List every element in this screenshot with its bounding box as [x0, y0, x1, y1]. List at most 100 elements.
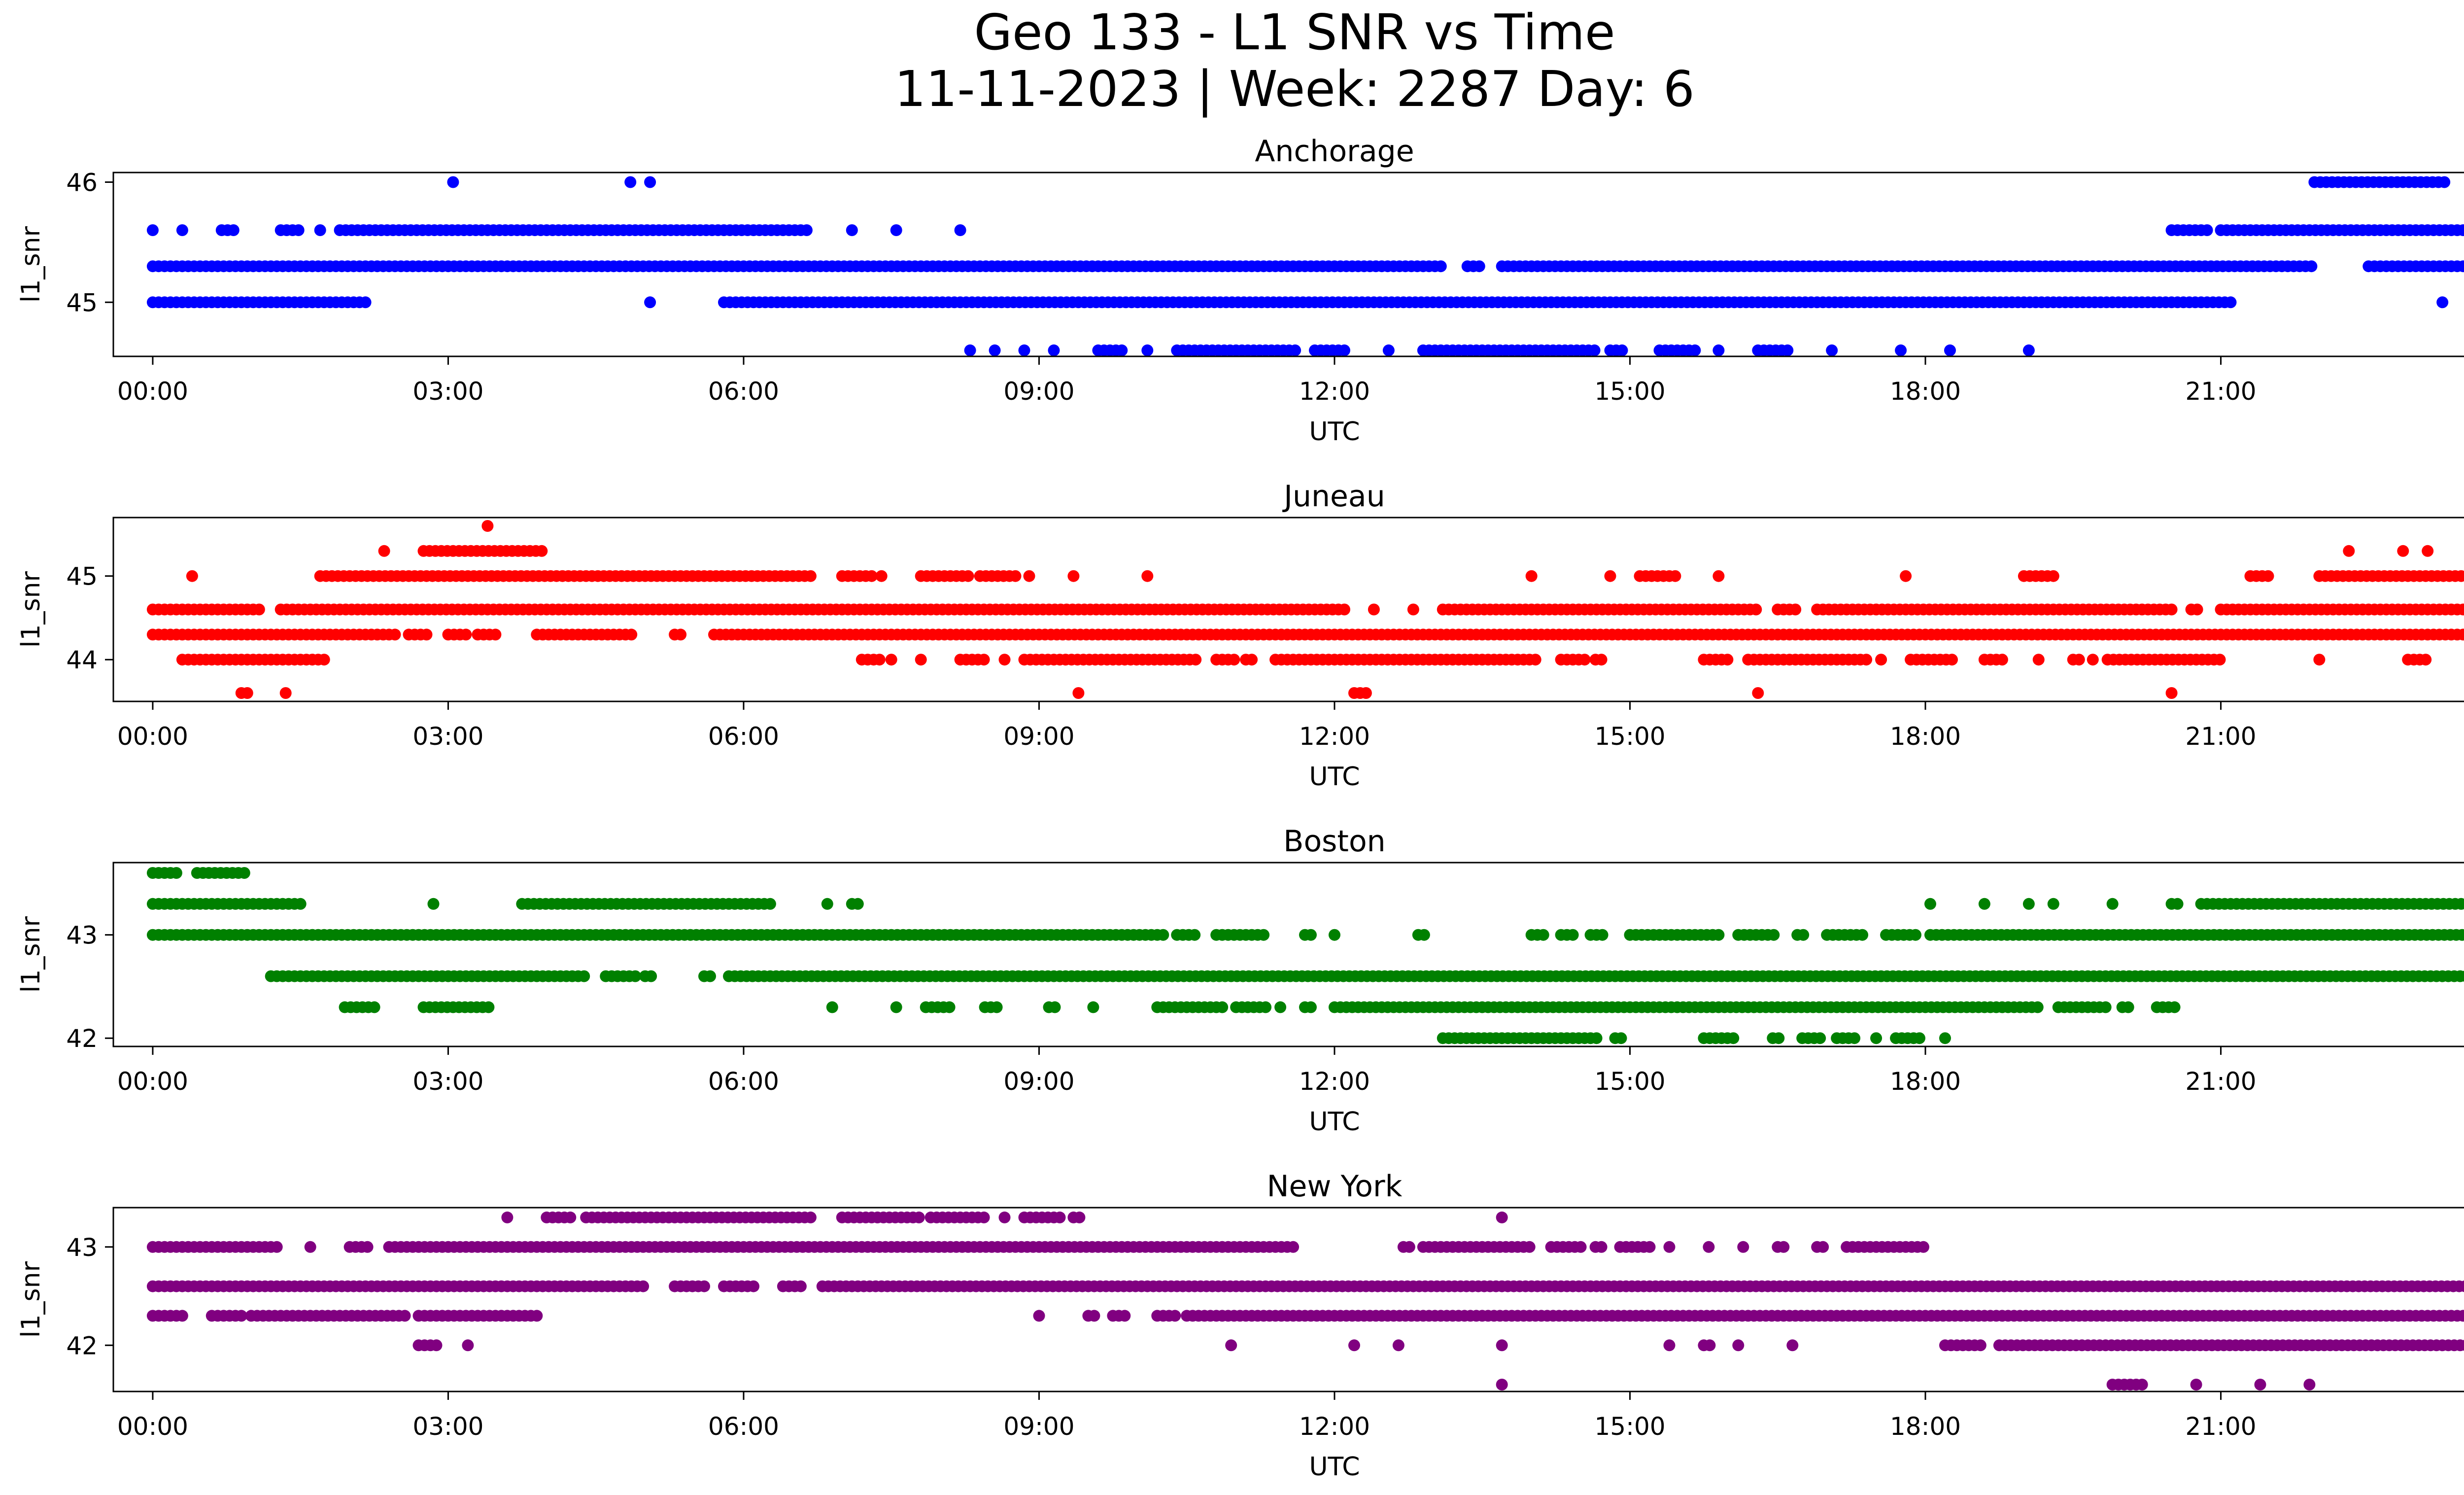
data-point	[1529, 654, 1541, 666]
data-point	[241, 687, 253, 699]
figure-title-line2: 11-11-2023 | Week: 2287 Day: 6	[894, 60, 1694, 118]
data-point	[2201, 224, 2213, 236]
x-tick-label: 00:00	[117, 1067, 188, 1096]
data-point	[2457, 260, 2464, 273]
data-point	[427, 898, 440, 910]
data-point	[2438, 176, 2451, 188]
x-tick-label: 09:00	[1003, 377, 1074, 406]
data-point	[2422, 545, 2434, 557]
data-point	[1712, 344, 1725, 356]
data-point	[399, 1310, 411, 1322]
data-point	[1590, 1032, 1603, 1044]
subplot-2: Boston 00:00 03:00 06:00 09:00 12:00 15:00 18:0…	[16, 824, 2464, 1137]
scatter-points	[146, 176, 2464, 356]
x-tick-label: 12:00	[1299, 722, 1370, 751]
data-point	[1141, 344, 1154, 356]
data-point	[1814, 1032, 1826, 1044]
y-tick-label: 46	[66, 169, 98, 197]
data-point	[2462, 930, 2464, 939]
data-point	[1996, 654, 2008, 666]
data-point	[1768, 929, 1780, 941]
data-point	[1974, 1339, 1986, 1352]
data-point	[1848, 1032, 1861, 1044]
data-point	[1910, 929, 1921, 941]
y-tick-label: 45	[66, 562, 98, 591]
y-tick-label: 42	[66, 1331, 98, 1360]
data-point	[389, 628, 401, 641]
data-point	[2168, 1001, 2181, 1013]
data-point	[2436, 296, 2449, 309]
data-point	[913, 1211, 925, 1223]
data-point	[304, 1241, 316, 1253]
y-axis-label: l1_snr	[16, 916, 46, 993]
data-point	[2165, 603, 2178, 616]
x-tick-label: 12:00	[1299, 1412, 1370, 1441]
x-tick-label: 00:00	[117, 377, 188, 406]
data-point	[989, 344, 1001, 356]
y-axis-label: l1_snr	[16, 571, 46, 648]
data-point	[698, 1280, 710, 1292]
data-point	[1595, 1241, 1608, 1253]
data-point	[625, 628, 638, 641]
subplot-title: Juneau	[1282, 479, 1385, 514]
y-tick-label: 42	[66, 1024, 98, 1053]
data-point	[318, 654, 330, 666]
data-point	[1496, 1211, 1508, 1223]
data-point	[1712, 929, 1725, 941]
data-point	[1169, 1310, 1181, 1322]
data-point	[1260, 1001, 1272, 1013]
x-tick-label: 00:00	[117, 1412, 188, 1441]
x-tick-label: 18:00	[1890, 1067, 1961, 1096]
data-point	[1228, 654, 1240, 666]
data-point	[1596, 929, 1608, 941]
data-point	[624, 176, 637, 188]
data-point	[1274, 1001, 1287, 1013]
data-point	[1018, 344, 1030, 356]
data-point	[1946, 654, 1958, 666]
subplot-1: Juneau 00:00 03:00 06:00 09:00 12:00 15:00 18:0…	[16, 479, 2464, 792]
data-point	[804, 570, 817, 582]
data-point	[1072, 687, 1085, 699]
data-point	[1712, 570, 1725, 582]
data-point	[1087, 1001, 1099, 1013]
data-point	[489, 628, 502, 641]
data-point	[2073, 654, 2085, 666]
data-point	[1033, 1310, 1045, 1322]
data-point	[2022, 344, 2035, 356]
data-point	[804, 1211, 817, 1223]
x-tick-label: 06:00	[708, 1067, 779, 1096]
data-point	[873, 654, 886, 666]
subplot-3: New York 00:00 03:00 06:00 09:00 12:00 15:00 18…	[16, 1169, 2464, 1482]
x-tick-label: 09:00	[1003, 1412, 1074, 1441]
data-point	[1088, 1310, 1100, 1322]
data-point	[227, 224, 240, 236]
x-tick-label: 00:00	[117, 722, 188, 751]
x-tick-label: 21:00	[2186, 377, 2257, 406]
figure-title-line1: Geo 133 - L1 SNR vs Time	[974, 3, 1615, 61]
data-point	[1860, 654, 1873, 666]
data-point	[1189, 929, 1201, 941]
data-point	[1826, 344, 1838, 356]
x-tick-label: 15:00	[1594, 1067, 1665, 1096]
data-point	[1258, 929, 1270, 941]
data-point	[2456, 929, 2464, 941]
x-tick-label: 18:00	[1890, 377, 1961, 406]
data-point	[2047, 570, 2059, 582]
data-point	[186, 570, 198, 582]
data-point	[2455, 570, 2464, 582]
data-point	[1418, 929, 1430, 941]
data-point	[1392, 1339, 1404, 1352]
data-point	[865, 570, 878, 582]
data-point	[2171, 898, 2184, 910]
data-point	[292, 224, 305, 236]
x-tick-label: 15:00	[1594, 1412, 1665, 1441]
data-point	[2224, 296, 2237, 309]
x-axis-label: UTC	[1309, 1107, 1360, 1137]
data-point	[2460, 971, 2464, 982]
data-point	[1407, 603, 1419, 616]
data-point	[1360, 687, 1372, 699]
x-tick-label: 18:00	[1890, 1412, 1961, 1441]
data-point	[1750, 603, 1762, 616]
data-point	[1704, 1339, 1716, 1352]
data-point	[1567, 929, 1579, 941]
